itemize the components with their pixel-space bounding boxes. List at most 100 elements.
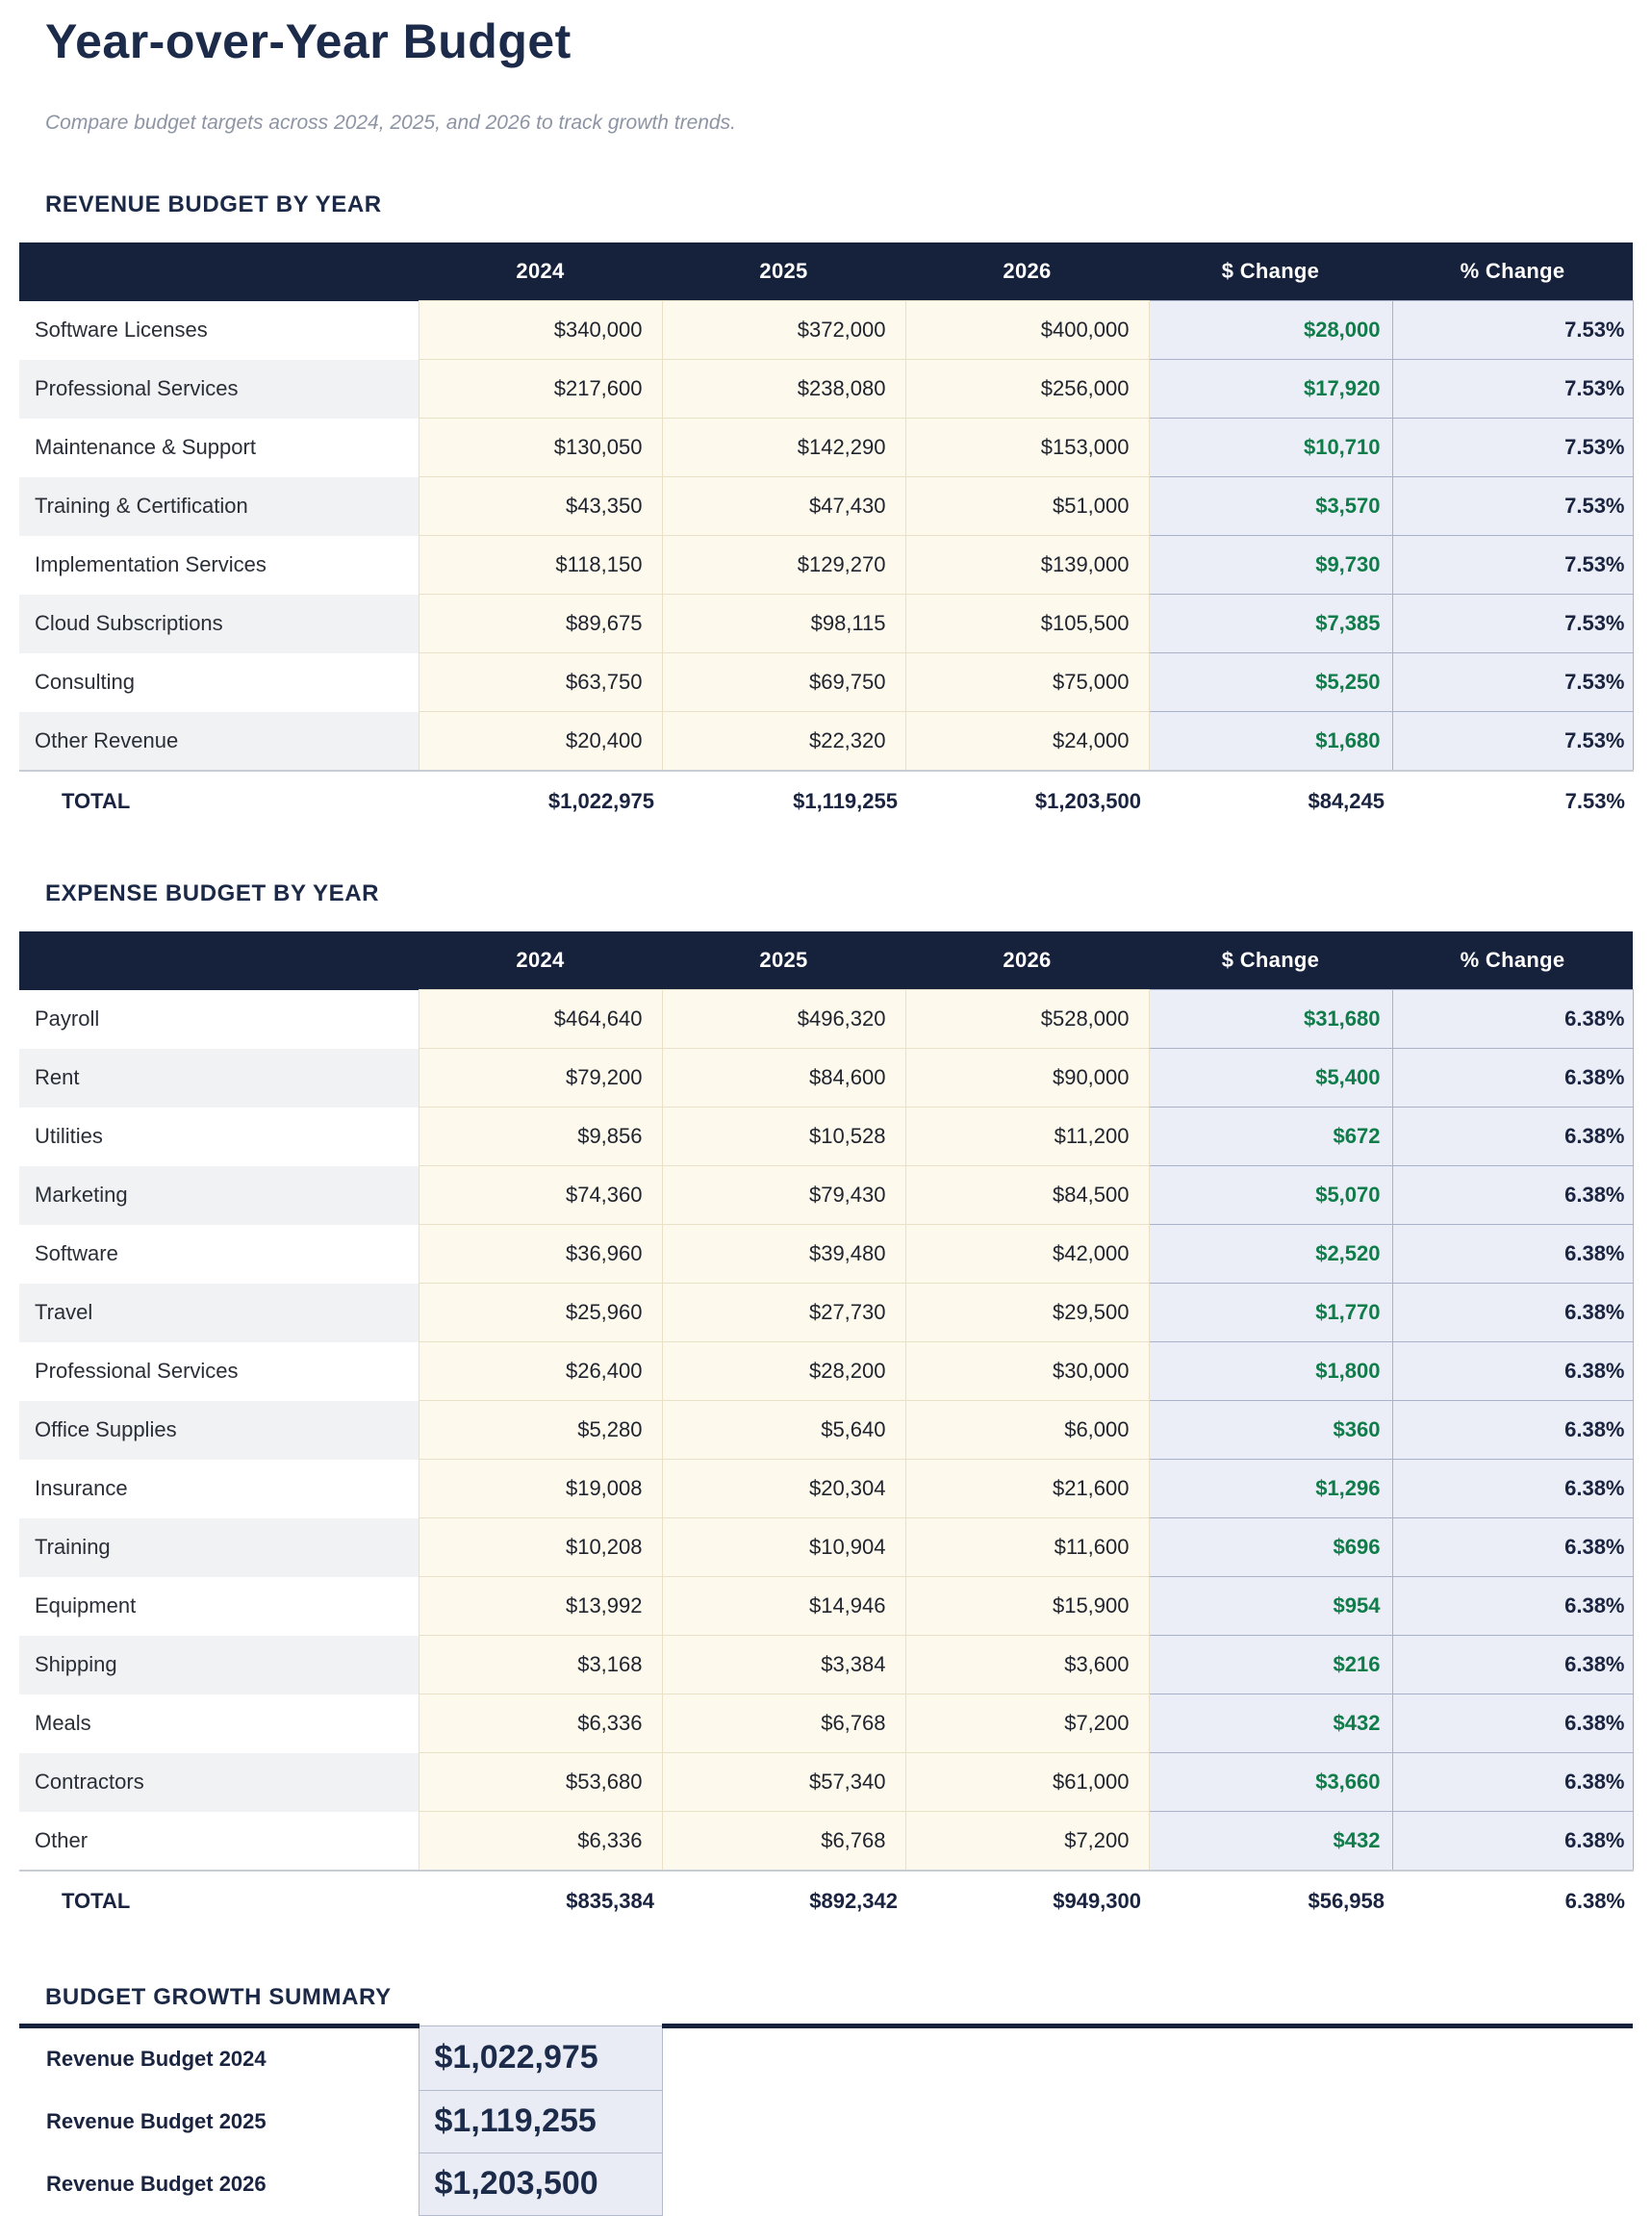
expense-cell-2025: $14,946 bbox=[661, 1576, 906, 1636]
revenue-cell-label: Cloud Subscriptions bbox=[35, 611, 223, 635]
summary-row-label: Revenue Budget 2024 bbox=[19, 2024, 419, 2090]
expense-cell-dchange: $2,520 bbox=[1148, 1224, 1393, 1284]
expense-cell-label: Rent bbox=[35, 1065, 80, 1089]
expense-cell-dchange: $5,070 bbox=[1148, 1165, 1393, 1225]
expense-cell-dchange: $5,400 bbox=[1148, 1048, 1393, 1108]
summary-row-value: $1,022,975 bbox=[418, 2025, 663, 2091]
expense-cell-label: Software bbox=[35, 1241, 118, 1265]
expense-cell-2026: $6,000 bbox=[904, 1400, 1150, 1460]
revenue-total-2025: $1,119,255 bbox=[662, 770, 905, 831]
expense-row: Utilities $9,856 $10,528 $11,200 $672 6.… bbox=[19, 1107, 1634, 1166]
expense-cell-2026: $11,200 bbox=[904, 1107, 1150, 1166]
revenue-cell-pchange: 7.53% bbox=[1391, 711, 1634, 772]
expense-col-header-pchange: % Change bbox=[1392, 931, 1633, 990]
revenue-col-header-2026: 2026 bbox=[905, 242, 1149, 301]
expense-cell-2024: $13,992 bbox=[418, 1576, 663, 1636]
expense-cell-label: Utilities bbox=[35, 1124, 103, 1148]
expense-row: Payroll $464,640 $496,320 $528,000 $31,6… bbox=[19, 989, 1634, 1049]
expense-cell-2025: $6,768 bbox=[661, 1811, 906, 1872]
revenue-col-header-dchange: $ Change bbox=[1149, 242, 1392, 301]
expense-cell-2025: $39,480 bbox=[661, 1224, 906, 1284]
expense-cell-label: Equipment bbox=[35, 1593, 137, 1617]
expense-cell-2026: $84,500 bbox=[904, 1165, 1150, 1225]
expense-cell-dchange: $3,660 bbox=[1148, 1752, 1393, 1812]
revenue-total-row: TOTAL $1,022,975 $1,119,255 $1,203,500 $… bbox=[19, 770, 1633, 831]
summary-row: Revenue Budget 2025 $1,119,255 bbox=[19, 2089, 1633, 2153]
expense-cell-2025: $6,768 bbox=[661, 1694, 906, 1753]
revenue-cell-label: Other Revenue bbox=[35, 727, 179, 752]
revenue-cell-2024: $43,350 bbox=[418, 476, 663, 536]
expense-cell-2025: $496,320 bbox=[661, 989, 906, 1049]
expense-cell-2025: $10,528 bbox=[661, 1107, 906, 1166]
revenue-row: Consulting $63,750 $69,750 $75,000 $5,25… bbox=[19, 652, 1634, 712]
expense-cell-2024: $36,960 bbox=[418, 1224, 663, 1284]
expense-cell-2026: $21,600 bbox=[904, 1459, 1150, 1518]
expense-cell-pchange: 6.38% bbox=[1391, 989, 1634, 1049]
summary-row-value: $1,119,255 bbox=[418, 2089, 663, 2153]
expense-cell-2024: $6,336 bbox=[418, 1694, 663, 1753]
revenue-col-header-2025: 2025 bbox=[662, 242, 905, 301]
expense-cell-2024: $6,336 bbox=[418, 1811, 663, 1872]
expense-cell-dchange: $954 bbox=[1148, 1576, 1393, 1636]
expense-cell-pchange: 6.38% bbox=[1391, 1224, 1634, 1284]
revenue-cell-label: Implementation Services bbox=[35, 552, 267, 576]
revenue-cell-2026: $400,000 bbox=[904, 300, 1150, 360]
revenue-cell-2024: $130,050 bbox=[418, 418, 663, 477]
revenue-cell-2024: $89,675 bbox=[418, 594, 663, 653]
revenue-row: Cloud Subscriptions $89,675 $98,115 $105… bbox=[19, 594, 1634, 653]
expense-row: Professional Services $26,400 $28,200 $3… bbox=[19, 1341, 1634, 1401]
expense-cell-label: Marketing bbox=[35, 1183, 128, 1207]
expense-cell-2026: $15,900 bbox=[904, 1576, 1150, 1636]
revenue-cell-2025: $129,270 bbox=[661, 535, 906, 595]
expense-cell-label: Contractors bbox=[35, 1770, 144, 1794]
expense-col-header-2025: 2025 bbox=[662, 931, 905, 990]
revenue-cell-pchange: 7.53% bbox=[1391, 476, 1634, 536]
summary-row: Revenue Budget 2026 $1,203,500 bbox=[19, 2152, 1633, 2216]
expense-cell-dchange: $432 bbox=[1148, 1694, 1393, 1753]
revenue-cell-2025: $98,115 bbox=[661, 594, 906, 653]
expense-row: Insurance $19,008 $20,304 $21,600 $1,296… bbox=[19, 1459, 1634, 1518]
expense-cell-pchange: 6.38% bbox=[1391, 1283, 1634, 1342]
expense-cell-label: Insurance bbox=[35, 1476, 128, 1500]
expense-row: Marketing $74,360 $79,430 $84,500 $5,070… bbox=[19, 1165, 1634, 1225]
expense-cell-2026: $7,200 bbox=[904, 1694, 1150, 1753]
summary-row-label: Revenue Budget 2026 bbox=[46, 2171, 267, 2196]
expense-cell-pchange: 6.38% bbox=[1391, 1576, 1634, 1636]
expense-total-pchange: 6.38% bbox=[1392, 1870, 1633, 1931]
revenue-cell-2025: $47,430 bbox=[661, 476, 906, 536]
revenue-row: Software Licenses $340,000 $372,000 $400… bbox=[19, 300, 1634, 360]
revenue-cell-pchange: 7.53% bbox=[1391, 594, 1634, 653]
revenue-cell-2026: $105,500 bbox=[904, 594, 1150, 653]
summary-table: Revenue Budget 2024 $1,022,975 Revenue B… bbox=[19, 2024, 1633, 2216]
revenue-cell-dchange: $3,570 bbox=[1148, 476, 1393, 536]
summary-section-title: BUDGET GROWTH SUMMARY bbox=[45, 1984, 392, 2010]
expense-cell-dchange: $216 bbox=[1148, 1635, 1393, 1694]
revenue-cell-label: Maintenance & Support bbox=[35, 435, 256, 459]
expense-section-title: EXPENSE BUDGET BY YEAR bbox=[45, 880, 380, 906]
expense-table: 2024 2025 2026 $ Change % Change Payroll… bbox=[19, 931, 1634, 1931]
revenue-row: Maintenance & Support $130,050 $142,290 … bbox=[19, 418, 1634, 477]
expense-cell-2024: $19,008 bbox=[418, 1459, 663, 1518]
page-title: Year-over-Year Budget bbox=[45, 14, 572, 68]
revenue-cell-2026: $24,000 bbox=[904, 711, 1150, 772]
expense-total-2026: $949,300 bbox=[905, 1870, 1149, 1931]
summary-row-filler bbox=[662, 2024, 1633, 2090]
expense-total-label: TOTAL bbox=[19, 1870, 419, 1931]
expense-row: Training $10,208 $10,904 $11,600 $696 6.… bbox=[19, 1517, 1634, 1577]
expense-cell-dchange: $31,680 bbox=[1148, 989, 1393, 1049]
revenue-cell-2024: $217,600 bbox=[418, 359, 663, 419]
revenue-cell-2026: $75,000 bbox=[904, 652, 1150, 712]
revenue-row: Professional Services $217,600 $238,080 … bbox=[19, 359, 1634, 419]
revenue-cell-2026: $51,000 bbox=[904, 476, 1150, 536]
expense-cell-pchange: 6.38% bbox=[1391, 1400, 1634, 1460]
expense-cell-2024: $464,640 bbox=[418, 989, 663, 1049]
expense-cell-2026: $30,000 bbox=[904, 1341, 1150, 1401]
expense-cell-pchange: 6.38% bbox=[1391, 1107, 1634, 1166]
expense-col-header-blank bbox=[19, 931, 419, 990]
expense-row: Contractors $53,680 $57,340 $61,000 $3,6… bbox=[19, 1752, 1634, 1812]
expense-row: Rent $79,200 $84,600 $90,000 $5,400 6.38… bbox=[19, 1048, 1634, 1108]
revenue-cell-pchange: 7.53% bbox=[1391, 652, 1634, 712]
expense-cell-pchange: 6.38% bbox=[1391, 1811, 1634, 1872]
expense-total-row: TOTAL $835,384 $892,342 $949,300 $56,958… bbox=[19, 1870, 1633, 1931]
expense-cell-2025: $27,730 bbox=[661, 1283, 906, 1342]
